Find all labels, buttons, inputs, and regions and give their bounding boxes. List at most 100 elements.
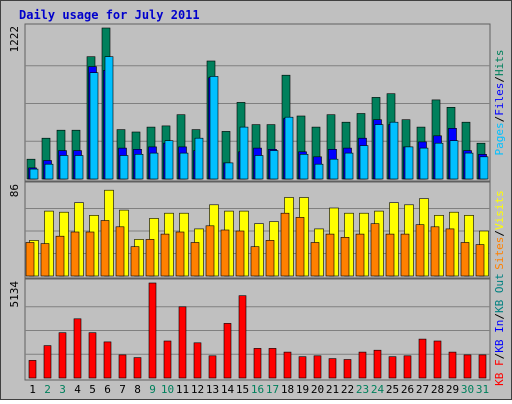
bar-pages-28 xyxy=(434,142,444,180)
x-tick-label-17: 17 xyxy=(266,383,279,396)
bar-sites-15 xyxy=(235,230,245,277)
bar-sites-5 xyxy=(85,231,95,277)
bar-sites-4 xyxy=(70,231,80,277)
bar-sites-31 xyxy=(475,244,485,277)
x-tick-label-21: 21 xyxy=(326,383,339,396)
bar-kb-f-14 xyxy=(223,323,232,379)
x-axis-labels: 1 2 3 4 5 6 7 8 9 10 11 12 13 14 15 16 17 18 19 20 21 22 23 24 2… xyxy=(29,383,489,396)
legend-separator: / xyxy=(493,313,506,320)
bar-pages-5 xyxy=(89,72,99,180)
legend-entry-kb-in: KB In xyxy=(493,320,506,353)
bar-kb-f-26 xyxy=(403,355,412,379)
bar-sites-14 xyxy=(220,229,230,277)
bar-sites-3 xyxy=(55,235,65,277)
bar-sites-11 xyxy=(175,231,185,277)
bar-pages-12 xyxy=(194,137,204,180)
bar-pages-22 xyxy=(344,152,354,180)
x-tick-label-28: 28 xyxy=(431,383,444,396)
bar-sites-18 xyxy=(280,212,290,277)
bar-kb-f-7 xyxy=(118,354,127,379)
bar-kb-f-2 xyxy=(43,345,52,379)
bar-sites-20 xyxy=(310,242,320,277)
bar-kb-f-15 xyxy=(238,295,247,379)
x-tick-label-31: 31 xyxy=(476,383,489,396)
bar-kb-f-31 xyxy=(478,354,487,379)
bar-kb-f-16 xyxy=(253,348,262,379)
bar-pages-31 xyxy=(479,156,489,180)
bar-pages-30 xyxy=(464,152,474,180)
bar-kb-f-1 xyxy=(28,360,37,379)
bar-pages-20 xyxy=(314,163,324,180)
bar-pages-29 xyxy=(449,140,459,180)
x-tick-label-30: 30 xyxy=(461,383,474,396)
bar-pages-7 xyxy=(119,155,129,180)
x-tick-label-1: 1 xyxy=(29,383,36,396)
x-tick-label-24: 24 xyxy=(371,383,385,396)
bar-sites-23 xyxy=(355,233,365,277)
legend-separator: / xyxy=(493,76,506,83)
panels-layer: 1222Pages/Files/Hits86Sites/Visits5134KB… xyxy=(8,23,506,386)
panel-visits-sites: 86 Sites/Visits xyxy=(8,181,506,279)
legend-entry-pages: Pages xyxy=(493,122,506,155)
bar-sites-21 xyxy=(325,233,335,277)
bar-pages-24 xyxy=(374,124,384,180)
x-tick-label-14: 14 xyxy=(221,383,235,396)
bar-sites-22 xyxy=(340,237,350,277)
bar-pages-14 xyxy=(224,162,234,180)
bar-pages-17 xyxy=(269,150,279,180)
bar-sites-12 xyxy=(190,242,200,277)
bar-pages-26 xyxy=(404,146,414,180)
bar-pages-3 xyxy=(59,155,69,180)
bar-pages-23 xyxy=(359,145,369,180)
legend-entry-hits: Hits xyxy=(493,50,506,77)
x-tick-label-8: 8 xyxy=(134,383,141,396)
bar-kb-f-29 xyxy=(448,351,457,379)
bar-sites-25 xyxy=(385,233,395,277)
panel-legend: Pages/Files/Hits xyxy=(493,50,506,156)
legend-entry-sites: Sites xyxy=(493,237,506,270)
x-tick-label-13: 13 xyxy=(206,383,219,396)
legend-entry-files: Files xyxy=(493,83,506,116)
bar-pages-16 xyxy=(254,155,264,180)
bar-kb-f-8 xyxy=(133,357,142,379)
bar-sites-27 xyxy=(415,224,425,277)
bar-sites-29 xyxy=(445,228,455,277)
bar-pages-15 xyxy=(239,126,249,180)
bar-kb-f-4 xyxy=(73,318,82,379)
bar-kb-f-24 xyxy=(373,349,382,379)
bar-sites-28 xyxy=(430,226,440,277)
bar-sites-17 xyxy=(265,240,275,277)
x-tick-label-20: 20 xyxy=(311,383,324,396)
bar-kb-f-19 xyxy=(298,356,307,379)
bar-pages-21 xyxy=(329,158,339,180)
legend-entry-kb-f: KB F xyxy=(493,359,506,386)
x-tick-label-12: 12 xyxy=(191,383,204,396)
bar-kb-f-23 xyxy=(358,351,367,379)
y-max-label: 86 xyxy=(8,184,21,197)
bar-pages-2 xyxy=(44,163,54,180)
x-tick-label-22: 22 xyxy=(341,383,354,396)
bar-sites-2 xyxy=(40,243,50,277)
bar-pages-8 xyxy=(134,154,144,180)
x-tick-label-15: 15 xyxy=(236,383,249,396)
legend-entry-kb-out: KB Out xyxy=(493,273,506,313)
bar-kb-f-6 xyxy=(103,341,112,379)
bar-sites-1 xyxy=(25,242,35,277)
bar-sites-24 xyxy=(370,223,380,277)
y-max-label: 1222 xyxy=(8,26,21,53)
x-tick-label-18: 18 xyxy=(281,383,294,396)
bar-pages-9 xyxy=(149,152,159,180)
x-tick-label-9: 9 xyxy=(149,383,156,396)
x-tick-label-5: 5 xyxy=(89,383,96,396)
bar-sites-7 xyxy=(115,226,125,277)
bar-pages-11 xyxy=(179,152,189,180)
bar-pages-10 xyxy=(164,140,174,180)
x-tick-label-23: 23 xyxy=(356,383,369,396)
bar-kb-f-17 xyxy=(268,348,277,379)
bar-pages-25 xyxy=(389,121,399,180)
x-tick-label-27: 27 xyxy=(416,383,429,396)
bar-kb-f-10 xyxy=(163,340,172,379)
x-tick-label-2: 2 xyxy=(44,383,51,396)
